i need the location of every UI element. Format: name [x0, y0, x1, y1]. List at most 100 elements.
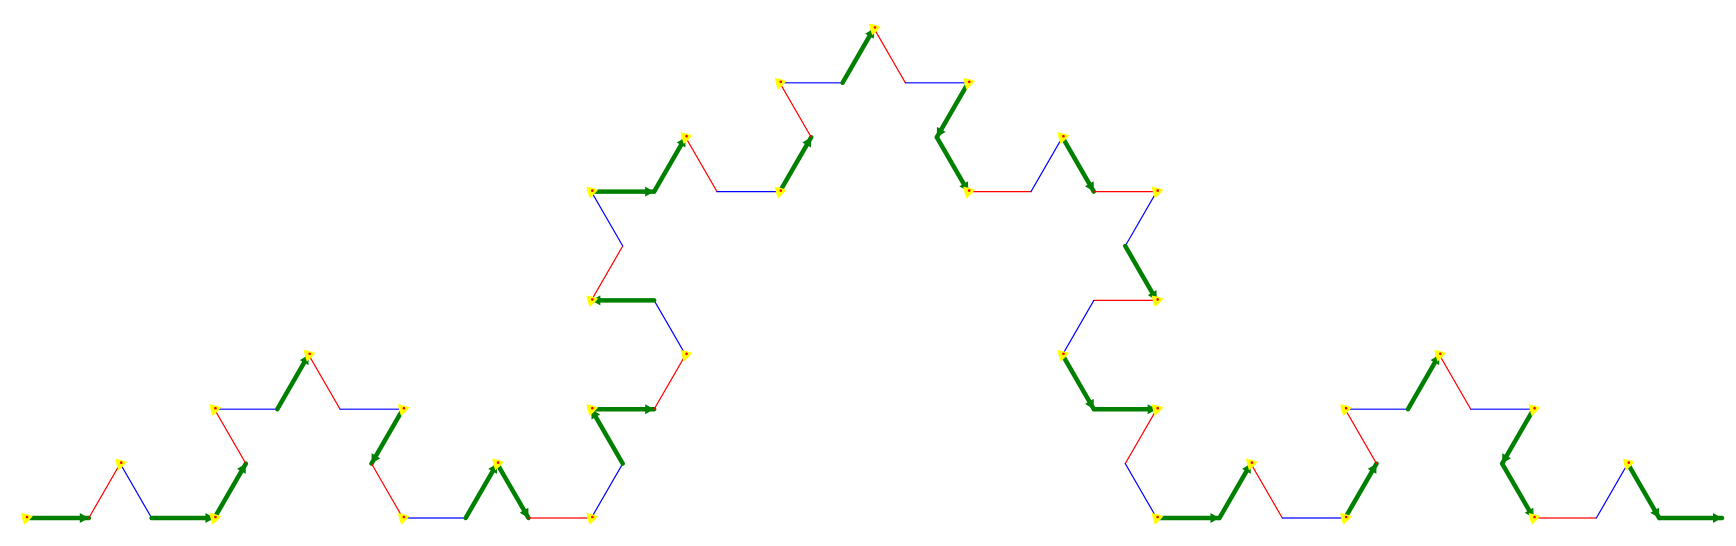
turtle-eye [685, 352, 688, 356]
curve-segment [651, 134, 688, 194]
curve-segment [88, 463, 121, 519]
turtle-marker [397, 404, 410, 416]
turtle-marker [21, 513, 33, 525]
curve-segment [779, 82, 812, 138]
turtle-marker [1151, 513, 1164, 525]
arrowhead [371, 453, 381, 464]
turtle-marker [963, 77, 975, 90]
arrowhead [79, 513, 89, 523]
curve-segment [369, 406, 406, 466]
curve-segment [1060, 134, 1097, 194]
turtle-eye [1344, 515, 1348, 519]
curve-segment [1060, 352, 1097, 412]
arrowhead [1713, 513, 1722, 523]
turtle-marker [115, 458, 127, 471]
turtle-marker [586, 404, 599, 416]
curve-segment [1061, 299, 1095, 356]
turtle-marker [397, 513, 410, 525]
turtle-eye [1062, 352, 1065, 356]
turtle-marker [680, 349, 693, 362]
curve-segment [1344, 408, 1378, 465]
curve-segment [590, 463, 624, 519]
curve-segment [1405, 352, 1442, 412]
turtle-marker [963, 186, 975, 199]
curve-segment [653, 354, 687, 410]
arrowhead [519, 507, 529, 518]
turtle-marker [492, 458, 504, 471]
arrowhead [802, 137, 812, 148]
turtle-marker [1151, 186, 1164, 199]
arrowhead [1210, 513, 1220, 523]
curve-segment [653, 299, 687, 356]
turtle-eye [591, 515, 594, 519]
arrowhead [205, 513, 215, 523]
curve-segment [590, 245, 624, 301]
curve-segment [1250, 463, 1283, 519]
arrowhead [1367, 463, 1377, 474]
curve-segment [589, 406, 625, 466]
turtle-marker [209, 513, 222, 525]
curve-segment [370, 463, 404, 519]
curve-segment [494, 461, 531, 521]
arrowhead [1502, 453, 1511, 464]
turtle-eye [1533, 406, 1536, 410]
turtle-eye [1439, 352, 1442, 356]
turtle-eye [1156, 515, 1159, 519]
turtle-marker [303, 349, 316, 362]
arrowhead [237, 463, 246, 474]
curve-segment [213, 408, 247, 465]
turtle-eye [25, 515, 29, 519]
curve-segment [1124, 191, 1158, 247]
turtle-marker [1151, 295, 1164, 308]
curve-segment [275, 352, 311, 412]
turtle-eye [1156, 298, 1159, 301]
turtle-eye [214, 515, 217, 519]
turtle-eye [214, 406, 217, 410]
turtle-marker [209, 404, 222, 416]
arrowhead [936, 126, 946, 138]
turtle-eye [1156, 189, 1159, 192]
curve-segment [463, 461, 500, 521]
turtle-marker [1434, 349, 1447, 362]
turtle-marker [1340, 404, 1352, 416]
turtle-eye [591, 406, 594, 410]
turtle-marker [1057, 349, 1070, 362]
turtle-marker [1528, 404, 1541, 416]
turtle-marker [1245, 458, 1258, 471]
turtle-eye [967, 189, 971, 192]
arrowhead [1085, 181, 1094, 192]
arrowhead [1147, 404, 1157, 415]
turtle-eye [402, 406, 406, 410]
turtle-eye [1062, 134, 1065, 138]
turtle-eye [1250, 461, 1254, 464]
curve-segment [934, 80, 971, 140]
curve-segment [212, 461, 249, 521]
turtle-eye [779, 189, 783, 192]
arrowhead [645, 186, 655, 197]
curve-segment [590, 191, 624, 247]
curve-segment [1438, 354, 1472, 410]
curve-segment [873, 27, 907, 84]
curve-segment [1499, 406, 1536, 466]
turtle-eye [119, 461, 123, 464]
turtle-marker [586, 186, 599, 199]
arrowhead [645, 404, 655, 415]
turtle-eye [496, 461, 500, 464]
curve-segment [1217, 461, 1254, 521]
turtle-marker [869, 23, 881, 36]
curve-segment [119, 463, 153, 519]
turtle-marker [680, 132, 693, 144]
turtle-marker [586, 295, 599, 308]
curve-segments [23, 26, 1725, 523]
curve-segment [1625, 461, 1662, 521]
turtle-eye [591, 298, 594, 301]
curve-segment [684, 136, 718, 193]
arrowhead [1085, 398, 1094, 410]
curve-segment [1030, 136, 1064, 193]
turtle-eye [1156, 406, 1159, 410]
turtle-marker [586, 513, 599, 525]
turtle-eye [1344, 406, 1348, 410]
turtle-eye [591, 189, 594, 192]
turtle-marker [1340, 513, 1352, 525]
